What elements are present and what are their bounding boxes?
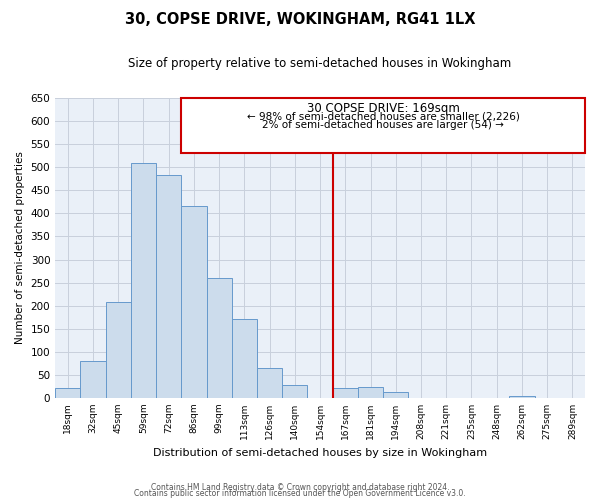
Bar: [156, 175, 181, 398]
Bar: [332, 388, 358, 398]
Bar: [181, 206, 206, 398]
Bar: [181, 98, 585, 154]
Bar: [358, 388, 383, 398]
Bar: [131, 162, 156, 398]
Bar: [106, 302, 131, 398]
Text: Contains public sector information licensed under the Open Government Licence v3: Contains public sector information licen…: [134, 490, 466, 498]
Bar: [383, 392, 409, 398]
Title: Size of property relative to semi-detached houses in Wokingham: Size of property relative to semi-detach…: [128, 58, 512, 70]
Bar: [257, 368, 282, 398]
Bar: [232, 318, 257, 398]
X-axis label: Distribution of semi-detached houses by size in Wokingham: Distribution of semi-detached houses by …: [153, 448, 487, 458]
Text: ← 98% of semi-detached houses are smaller (2,226): ← 98% of semi-detached houses are smalle…: [247, 112, 520, 122]
Text: 30, COPSE DRIVE, WOKINGHAM, RG41 1LX: 30, COPSE DRIVE, WOKINGHAM, RG41 1LX: [125, 12, 475, 28]
Text: 30 COPSE DRIVE: 169sqm: 30 COPSE DRIVE: 169sqm: [307, 102, 460, 115]
Bar: [282, 385, 307, 398]
Y-axis label: Number of semi-detached properties: Number of semi-detached properties: [15, 152, 25, 344]
Bar: [206, 278, 232, 398]
Bar: [55, 388, 80, 398]
Text: 2% of semi-detached houses are larger (54) →: 2% of semi-detached houses are larger (5…: [262, 120, 504, 130]
Bar: [80, 361, 106, 398]
Text: Contains HM Land Registry data © Crown copyright and database right 2024.: Contains HM Land Registry data © Crown c…: [151, 484, 449, 492]
Bar: [509, 396, 535, 398]
